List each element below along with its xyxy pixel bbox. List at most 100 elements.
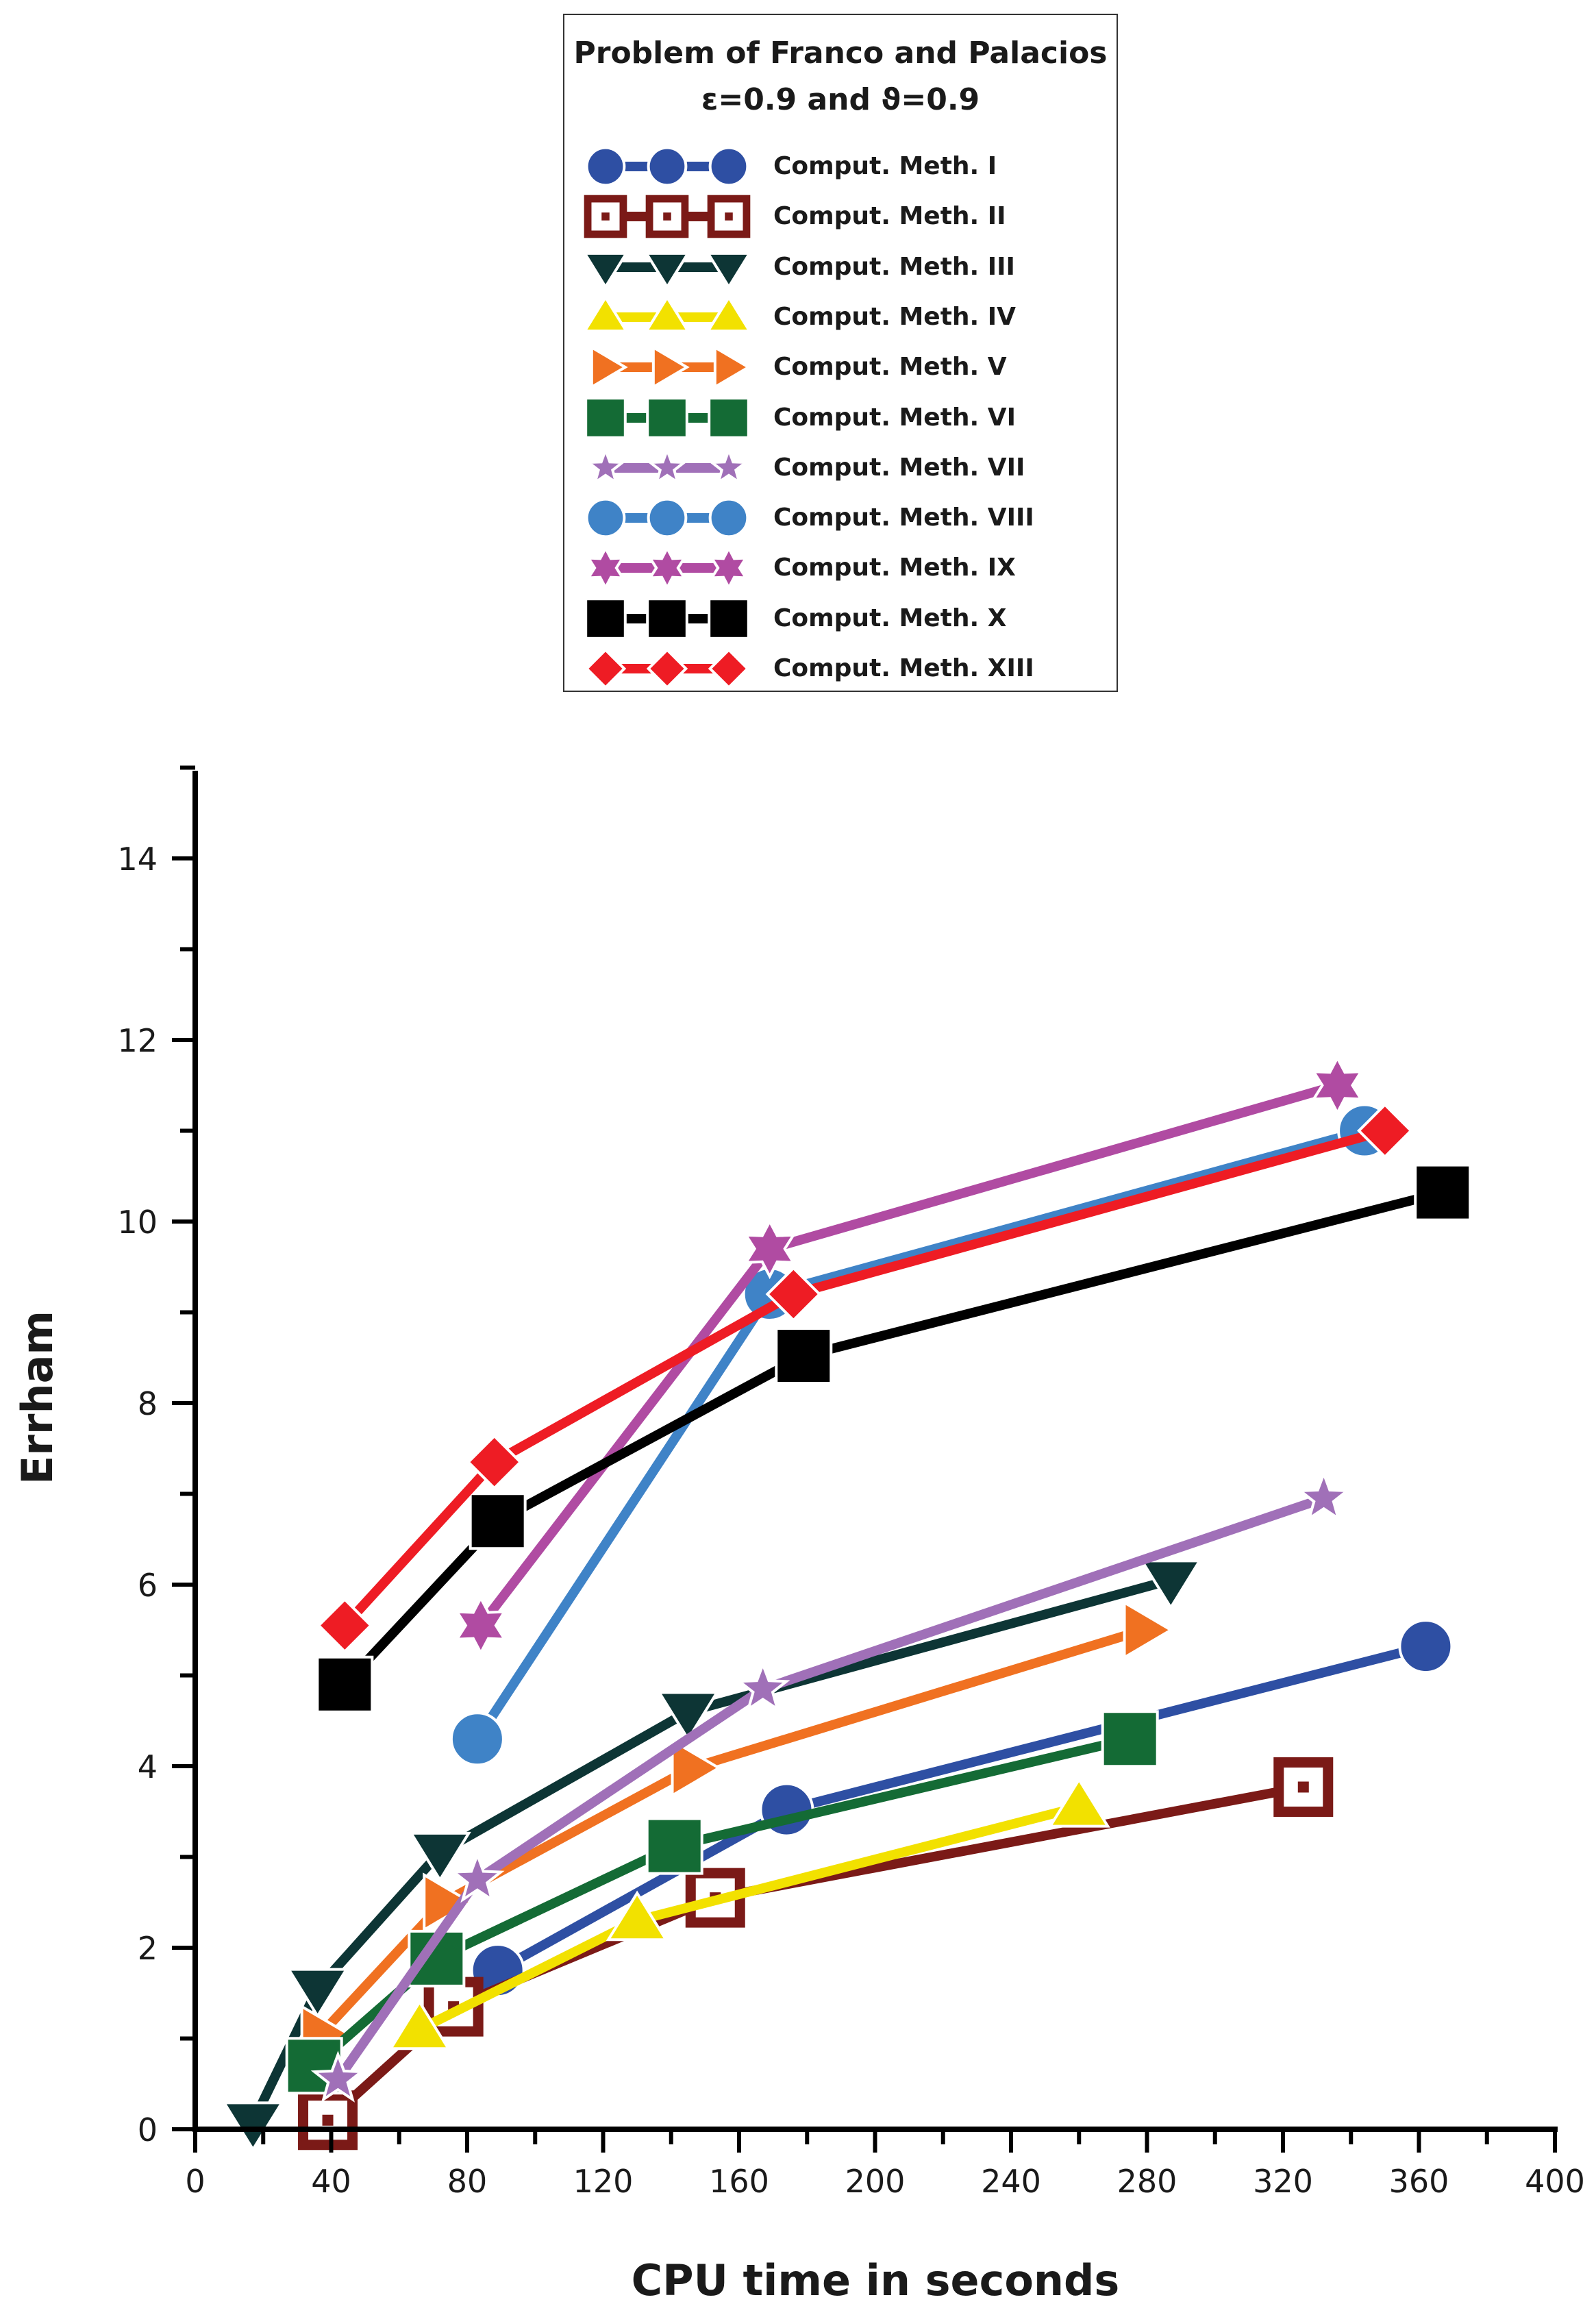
data-point: [606, 1890, 669, 1942]
y-tick-label: 4: [138, 1748, 158, 1785]
y-tick-label: 8: [138, 1385, 158, 1422]
legend-entry: Comput. Meth. VII: [578, 445, 1106, 491]
legend-marker: [708, 497, 749, 538]
legend-marker: [708, 446, 750, 486]
series-6: [285, 1710, 1159, 2095]
x-tick-label: 200: [845, 2163, 906, 2200]
legend-marker: [644, 295, 690, 333]
data-point: [1398, 1619, 1454, 1674]
legend-swatch: [582, 251, 752, 290]
legend-label: Comput. Meth. III: [773, 252, 1015, 281]
legend-marker: [584, 597, 627, 640]
legend: Problem of Franco and Palacios ε=0.9 and…: [563, 14, 1118, 692]
legend-marker-frame: [584, 195, 627, 238]
series-5: [300, 1600, 1174, 2064]
legend-marker: [708, 396, 750, 439]
data-point: [454, 1595, 508, 1656]
legend-marker: [646, 597, 688, 640]
legend-marker: [584, 396, 627, 439]
data-point: [1357, 1102, 1413, 1159]
legend-marker: [585, 146, 626, 187]
x-tick-label: 0: [185, 2163, 205, 2200]
legend-entry: Comput. Meth. V: [578, 345, 1106, 390]
chart-subtitle: ε=0.9 and ϑ=0.9: [701, 82, 980, 117]
legend-marker: [586, 545, 625, 591]
legend-label: Comput. Meth. V: [773, 353, 1007, 382]
x-tick-label: 40: [311, 2163, 351, 2200]
legend-swatch: [586, 545, 749, 591]
series-line: [323, 1782, 1308, 2125]
x-tick-label: 240: [981, 2163, 1041, 2200]
legend-marker: [706, 295, 752, 333]
series-line: [309, 1734, 1135, 2071]
data-point: [1047, 1776, 1110, 1828]
data-point: [1414, 1163, 1472, 1222]
legend-marker: [585, 497, 626, 538]
legend-entry: Comput. Meth. IX: [578, 545, 1106, 591]
legend-entry: Comput. Meth. VIII: [578, 495, 1106, 541]
legend-label: Comput. Meth. IV: [773, 302, 1017, 331]
data-point: [1123, 1600, 1174, 1660]
series-11: [316, 1102, 1413, 1654]
data-point: [449, 1711, 505, 1767]
legend-marker-dot: [725, 212, 733, 221]
legend-marker: [709, 545, 749, 591]
series-7: [310, 1470, 1351, 2103]
data-point: [388, 1999, 451, 2050]
legend-label: Comput. Meth. II: [773, 202, 1006, 231]
legend-marker: [707, 195, 751, 238]
legend-marker: [708, 647, 750, 690]
legend-entry: Comput. Meth. II: [578, 194, 1106, 239]
legend-marker: [644, 251, 690, 290]
legend-marker: [582, 295, 629, 333]
data-point: [450, 1850, 505, 1903]
series-line: [316, 1625, 1149, 2039]
chart-title: Problem of Franco and Palacios: [573, 36, 1108, 71]
legend-swatch: [584, 195, 751, 238]
data-point: [1273, 1757, 1334, 1817]
data-point-dot: [322, 2114, 334, 2126]
legend-entry: Comput. Meth. VI: [578, 395, 1106, 441]
series-10: [316, 1163, 1472, 1713]
legend-swatch: [585, 146, 749, 187]
legend-marker: [584, 647, 627, 690]
legend-swatch: [585, 497, 749, 538]
x-tick-label: 320: [1253, 2163, 1313, 2200]
legend-marker: [708, 597, 750, 640]
data-point: [775, 1327, 833, 1385]
x-tick-label: 80: [447, 2163, 488, 2200]
legend-label: Comput. Meth. XIII: [773, 654, 1034, 682]
data-point: [671, 1738, 722, 1798]
data-point: [298, 2090, 358, 2151]
data-point: [316, 1597, 373, 1654]
y-tick-label: 14: [117, 841, 158, 878]
legend-label: Comput. Meth. VII: [773, 453, 1025, 482]
legend-entry: Comput. Meth. X: [578, 596, 1106, 641]
series-layer: [221, 1055, 1472, 2153]
legend-marker: [713, 345, 751, 390]
axes: 0 2 4 6 8 10 12 14 0 40 80 120 160 200 240 280 320 360 400: [117, 765, 1585, 2200]
legend-label: Comput. Meth. I: [773, 152, 997, 180]
legend-label: Comput. Meth. VI: [773, 403, 1017, 432]
data-point: [466, 1434, 523, 1490]
series-line: [333, 1494, 1329, 2085]
legend-marker: [706, 251, 752, 290]
legend-marker: [647, 545, 687, 591]
legend-marker: [708, 146, 749, 187]
legend-marker: [645, 195, 689, 238]
legend-marker: [651, 345, 690, 390]
x-tick-label: 400: [1525, 2163, 1585, 2200]
legend-marker: [647, 497, 688, 538]
data-point: [408, 1831, 471, 1883]
data-point: [765, 1266, 822, 1322]
data-point: [1311, 1055, 1364, 1116]
data-point: [743, 1218, 797, 1280]
y-tick-label: 6: [138, 1567, 158, 1604]
data-point: [645, 1817, 703, 1875]
legend-entry: Comput. Meth. XIII: [578, 646, 1106, 691]
data-point: [736, 1660, 790, 1713]
legend-swatch: [584, 446, 750, 486]
data-point: [316, 1655, 374, 1713]
x-tick-label: 120: [573, 2163, 634, 2200]
data-point: [1139, 1559, 1202, 1611]
